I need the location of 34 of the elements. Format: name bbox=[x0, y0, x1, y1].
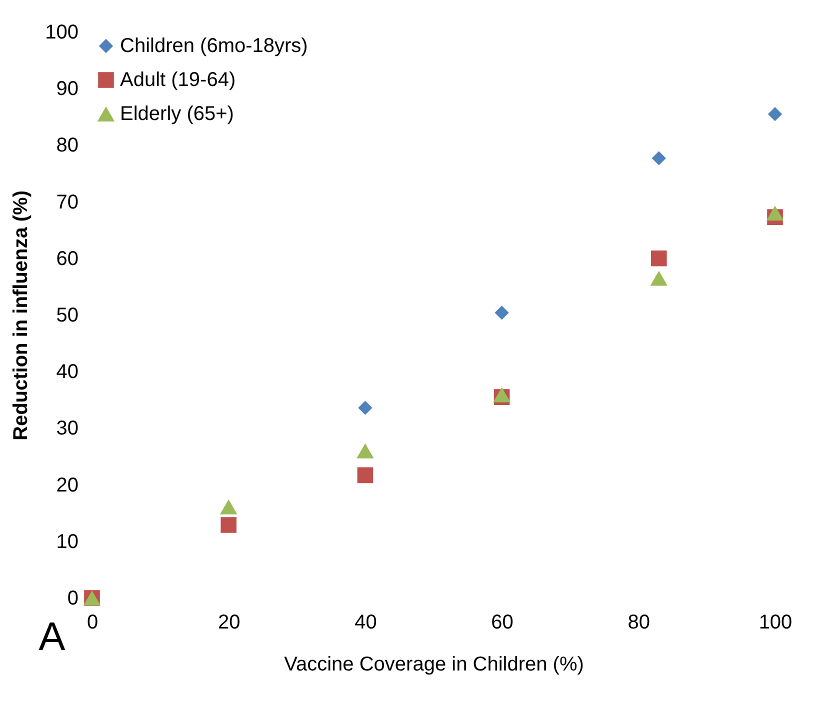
y-tick-label: 20 bbox=[56, 474, 78, 496]
point bbox=[356, 443, 374, 458]
x-axis-title: Vaccine Coverage in Children (%) bbox=[284, 654, 584, 676]
y-tick-label: 70 bbox=[56, 191, 78, 214]
point bbox=[766, 206, 784, 221]
x-tick-label: 60 bbox=[491, 612, 514, 634]
point bbox=[768, 107, 782, 122]
y-tick-label: 40 bbox=[56, 361, 78, 384]
legend-label: Children (6mo-18yrs) bbox=[120, 35, 308, 57]
y-tick-label: 0 bbox=[67, 588, 78, 610]
point bbox=[650, 270, 668, 286]
y-tick-label: 60 bbox=[56, 248, 78, 270]
point bbox=[650, 250, 667, 266]
point bbox=[220, 499, 238, 514]
y-tick-label: 100 bbox=[45, 22, 78, 44]
y-tick-label: 80 bbox=[56, 134, 78, 157]
x-tick-label: 20 bbox=[218, 612, 240, 634]
x-tick-label: 40 bbox=[354, 612, 377, 634]
x-tick-label: 80 bbox=[628, 612, 650, 634]
point bbox=[220, 517, 237, 533]
legend-label: Elderly (65+) bbox=[120, 103, 234, 125]
y-tick-label: 90 bbox=[56, 78, 78, 100]
point bbox=[494, 306, 509, 320]
y-axis-title: Reduction in influenza (%) bbox=[10, 190, 32, 440]
point bbox=[358, 400, 372, 415]
x-tick-label: 100 bbox=[758, 612, 792, 634]
y-tick-label: 50 bbox=[56, 304, 78, 326]
point bbox=[357, 467, 374, 484]
y-tick-label: 10 bbox=[56, 530, 78, 553]
point bbox=[652, 151, 666, 166]
legend-label: Adult (19-64) bbox=[120, 69, 236, 91]
y-tick-label: 30 bbox=[56, 418, 78, 440]
text: A bbox=[38, 615, 66, 659]
x-tick-label: 0 bbox=[86, 612, 98, 634]
